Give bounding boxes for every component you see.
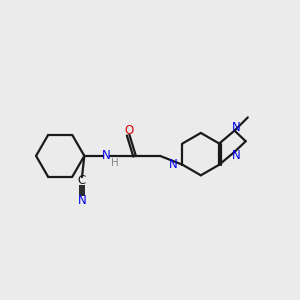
Text: N: N	[232, 149, 240, 162]
Text: N: N	[78, 194, 86, 207]
Text: N: N	[169, 158, 178, 171]
Text: O: O	[125, 124, 134, 137]
Text: N: N	[102, 149, 111, 162]
Text: H: H	[111, 158, 119, 168]
Text: C: C	[78, 174, 86, 188]
Text: N: N	[232, 121, 240, 134]
